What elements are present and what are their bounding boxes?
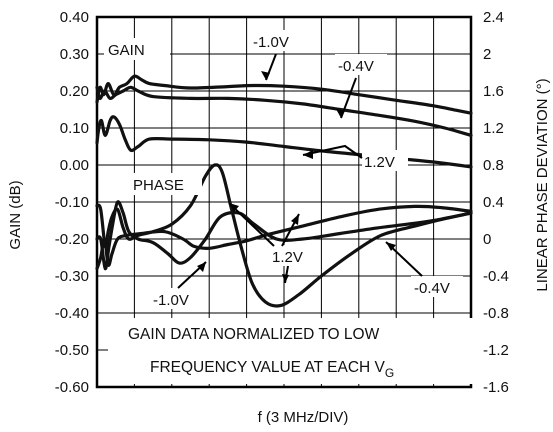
y2-tick-label: 2 xyxy=(483,46,491,63)
y2-tick-label: 1.6 xyxy=(483,83,504,100)
y-tick-label: 0.00 xyxy=(60,157,89,174)
y2-tick-label: 0.4 xyxy=(483,194,504,211)
note-line-2-text: FREQUENCY VALUE AT EACH V xyxy=(150,359,386,376)
y2-tick-label: -1.2 xyxy=(483,342,509,359)
y2-tick-label: 2.4 xyxy=(483,9,504,26)
phase-label-m04: -0.4V xyxy=(414,280,450,297)
note-line-1: GAIN DATA NORMALIZED TO LOW xyxy=(128,326,380,343)
gain-label-12: 1.2V xyxy=(364,154,395,171)
gain-group-label: GAIN xyxy=(108,42,145,59)
y2-tick-label: 1.2 xyxy=(483,120,504,137)
y-tick-label: -0.50 xyxy=(55,342,89,359)
y-tick-labels: 0.40 0.30 0.20 0.10 0.00 -0.10 -0.20 -0.30 -0.40… xyxy=(55,9,89,396)
y-tick-label: -0.40 xyxy=(55,305,89,322)
gain-series-m10V xyxy=(95,74,473,115)
y2-tick-labels: 2.4 2 1.6 1.2 0.8 0.4 0 -0.4 -0.8 -1.2 -1.6 xyxy=(483,9,509,396)
note-line-2: FREQUENCY VALUE AT EACH VG xyxy=(150,359,394,380)
phase-series-m04V xyxy=(95,204,473,271)
y-tick-label: 0.30 xyxy=(60,46,89,63)
plot-frame xyxy=(95,15,473,389)
y-tick-label: 0.10 xyxy=(60,120,89,137)
phase-label-12: 1.2V xyxy=(272,249,303,266)
y2-tick-label: 0.8 xyxy=(483,157,504,174)
phase-group-label: PHASE xyxy=(133,177,184,194)
y-tick-label: -0.60 xyxy=(55,379,89,396)
phase-leader-12a xyxy=(228,202,275,247)
gain-series-m04V xyxy=(95,85,473,137)
y2-tick-label: -0.4 xyxy=(483,268,509,285)
phase-label-m10: -1.0V xyxy=(153,292,189,309)
y2-axis-label: LINEAR PHASE DEVIATION (°) xyxy=(534,78,551,291)
y-tick-label: -0.30 xyxy=(55,268,89,285)
gain-label-m10: -1.0V xyxy=(253,34,289,51)
y2-tick-label: -1.6 xyxy=(483,379,509,396)
x-axis-label: f (3 MHz/DIV) xyxy=(258,409,349,426)
gain-label-m04: -0.4V xyxy=(338,58,374,75)
y-tick-label: 0.40 xyxy=(60,9,89,26)
note-line-2-sub: G xyxy=(385,366,394,380)
y-axis-label: GAIN (dB) xyxy=(7,180,24,249)
gain-leader-12 xyxy=(302,144,363,159)
series-layer xyxy=(95,74,473,308)
y2-tick-label: 0 xyxy=(483,231,491,248)
y2-tick-label: -0.8 xyxy=(483,305,509,322)
y-tick-label: -0.20 xyxy=(55,231,89,248)
y-tick-label: 0.20 xyxy=(60,83,89,100)
y-tick-label: -0.10 xyxy=(55,194,89,211)
phase-series-m10V xyxy=(95,200,473,271)
